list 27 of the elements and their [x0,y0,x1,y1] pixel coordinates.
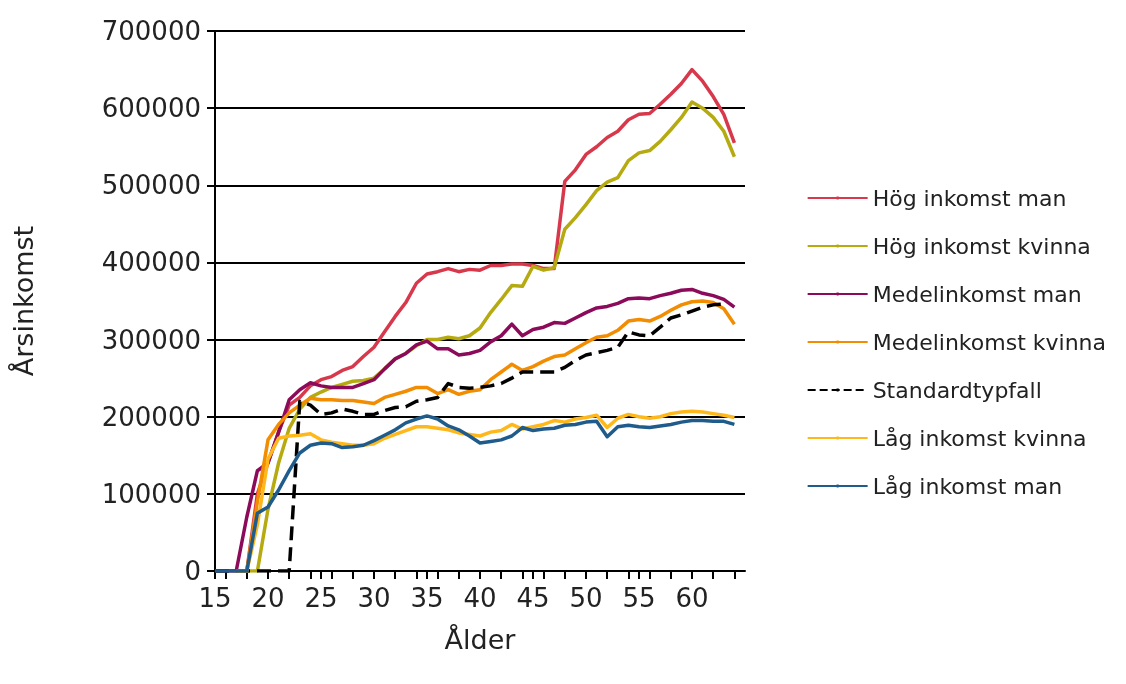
x-tick-label: 25 [304,583,338,613]
y-tick-label: 600000 [101,93,201,124]
y-tick-label: 300000 [101,324,201,355]
y-tick-label: 0 [184,556,201,586]
x-tick-label: 45 [516,583,550,613]
legend-label: Låg inkomst kvinna [872,425,1087,451]
x-tick-label: 15 [198,583,232,613]
legend-label: Låg inkomst man [872,473,1063,499]
x-tick-label: 50 [569,583,603,613]
legend-label: Hög inkomst man [872,185,1067,211]
legend-label: Hög inkomst kvinna [872,233,1091,259]
legend-label: Standardtypfall [872,377,1042,403]
y-tick-label: 700000 [101,16,201,46]
x-tick-label: 40 [463,583,497,613]
y-tick-label: 500000 [101,170,201,201]
x-axis-title: Ålder [444,624,517,655]
legend-label: Medelinkomst man [872,281,1082,307]
y-tick-label: 400000 [101,247,201,278]
y-axis-title: Årsinkomst [8,225,39,377]
x-tick-label: 55 [622,583,656,613]
x-tick-label: 60 [675,583,709,613]
y-tick-label: 100000 [101,478,201,509]
x-tick-label: 35 [410,583,444,613]
x-tick-label: 30 [357,583,391,613]
y-tick-label: 200000 [101,401,201,432]
x-tick-label: 20 [251,583,285,613]
legend-label: Medelinkomst kvinna [872,329,1107,355]
